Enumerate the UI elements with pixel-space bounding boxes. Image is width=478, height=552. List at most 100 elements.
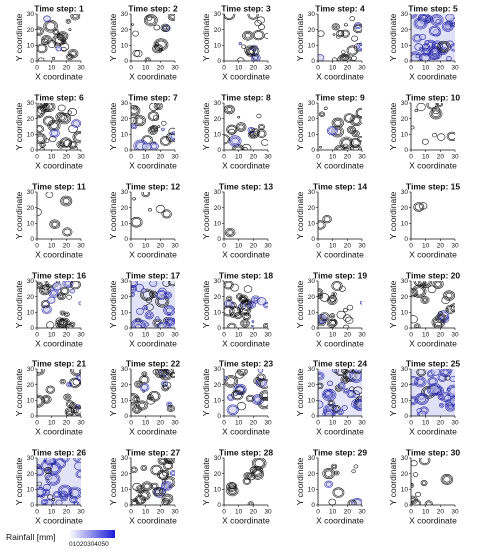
contour-line [66, 20, 70, 23]
contour-line [53, 30, 58, 34]
contour-line [441, 21, 454, 32]
contour-line [428, 25, 441, 37]
contour-line [169, 281, 175, 286]
x-tick-label: 10 [142, 332, 150, 339]
contour-line [138, 487, 142, 491]
y-tick-label: 30 [401, 189, 409, 196]
panel-title: Time step: 12 [126, 182, 180, 192]
contour-line [59, 310, 66, 316]
y-tick-label: 10 [401, 132, 409, 139]
x-tick-label: 10 [48, 332, 56, 339]
y-tick-label: 20 [121, 471, 129, 478]
x-tick-label: 10 [142, 154, 150, 161]
plot-area [224, 458, 268, 505]
contour-line [237, 116, 241, 119]
contour-line [163, 494, 172, 503]
contour-line [37, 487, 46, 497]
x-axis-label: X coordinate [316, 72, 364, 82]
contour-line [139, 375, 150, 385]
contour-line [333, 406, 340, 412]
x-tick-label: 10 [48, 509, 56, 516]
panel-title: Time step: 15 [406, 182, 460, 192]
contour-line [167, 14, 175, 21]
x-tick-label: 0 [129, 243, 133, 250]
contour-line [74, 458, 80, 461]
contour-line [39, 142, 46, 148]
contour-line [419, 458, 431, 466]
contour-line [230, 136, 241, 146]
y-tick-label: 0 [124, 58, 128, 65]
contour-line [445, 14, 455, 22]
contour-line [158, 470, 168, 479]
contour-line [37, 108, 43, 116]
contour-line [74, 406, 81, 415]
y-tick-label: 0 [30, 413, 34, 420]
contour-line [439, 395, 443, 399]
contour-line [246, 394, 255, 403]
contour-line [51, 498, 56, 502]
y-tick-label: 20 [401, 382, 409, 389]
contour-line [152, 369, 160, 375]
contour-line [158, 48, 163, 52]
y-tick-label: 0 [217, 147, 221, 154]
contour-line [45, 458, 55, 464]
contour-layer [411, 281, 455, 328]
x-tick-label: 0 [409, 154, 413, 161]
x-tick-label: 30 [77, 509, 85, 516]
contour-line [44, 138, 50, 144]
contour-line [422, 43, 431, 51]
panel-title: Time step: 16 [32, 271, 86, 281]
contour-line [46, 473, 59, 485]
contour-line [139, 402, 146, 409]
contour-line [67, 383, 71, 387]
contour-line [334, 470, 340, 476]
contour-line [343, 324, 350, 328]
y-tick-label: 10 [121, 487, 129, 494]
contour-line [43, 19, 58, 33]
y-tick-label: 0 [404, 502, 408, 509]
x-tick-label: 30 [358, 509, 366, 516]
contour-line [42, 305, 51, 313]
contour-line [160, 458, 165, 463]
contour-line [75, 470, 81, 479]
contour-line [415, 54, 420, 58]
y-tick-label: 10 [121, 132, 129, 139]
contour-line [318, 288, 324, 297]
x-tick-label: 30 [264, 243, 272, 250]
contour-line [51, 57, 56, 60]
contour-layer [224, 104, 268, 150]
contour-line [413, 17, 428, 30]
contour-line [132, 197, 136, 201]
x-axis-label: X coordinate [222, 427, 270, 437]
contour-line [69, 142, 77, 148]
contour-layer [226, 458, 267, 505]
panel-title: Time step: 25 [406, 359, 460, 369]
contour-line [169, 14, 175, 20]
y-axis-label: Y coordinate [108, 13, 118, 61]
contour-line [166, 458, 172, 461]
y-tick-label: 0 [30, 58, 34, 65]
contour-line [71, 119, 81, 128]
panel-title: Time step: 4 [315, 4, 365, 14]
contour-line [70, 489, 80, 497]
contour-line [424, 50, 429, 55]
contour-line [257, 123, 265, 131]
x-tick-label: 20 [344, 243, 352, 250]
contour-line [341, 30, 349, 37]
x-tick-label: 20 [437, 509, 445, 516]
contour-line [37, 26, 44, 36]
contour-line [352, 499, 362, 505]
contour-line [164, 458, 175, 465]
contour-line [238, 369, 247, 375]
contour-line [415, 324, 420, 328]
contour-layer [37, 14, 81, 61]
contour-line [152, 127, 156, 130]
x-tick-label: 30 [451, 65, 459, 72]
contour-line [170, 371, 175, 378]
contour-line [133, 106, 138, 111]
y-axis-label: Y coordinate [201, 368, 211, 416]
